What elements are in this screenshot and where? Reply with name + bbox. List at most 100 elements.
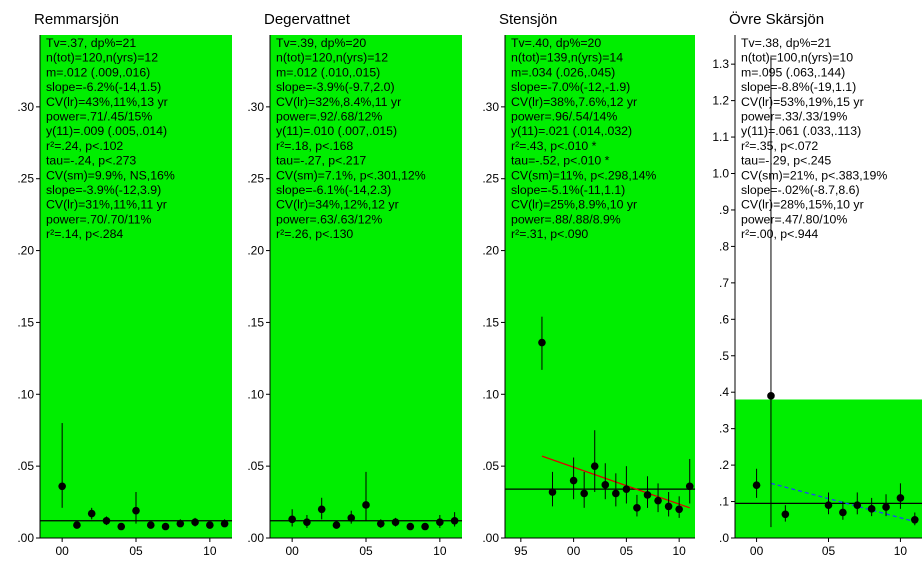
data-point: [853, 501, 862, 509]
stat-annotation: power=.70/.70/11%: [46, 212, 151, 226]
data-point: [450, 516, 459, 525]
stat-annotation: n(tot)=120,n(yrs)=12: [46, 51, 158, 65]
stat-annotation: slope=-3.9%(-9.7,2.0): [276, 80, 395, 94]
panel-2: Stensjön .00 .05 .10 .15 .20 .25 .30 95 00 05 10 Tv=…: [482, 11, 695, 558]
data-point: [87, 509, 96, 518]
data-point: [622, 485, 631, 493]
data-point: [601, 481, 610, 489]
x-tick-label: 10: [433, 544, 447, 558]
y-tick-label: .5: [719, 349, 729, 363]
y-tick-label: .10: [17, 387, 34, 401]
data-point: [317, 505, 326, 514]
stat-annotation: r²=.14, p<.284: [46, 227, 123, 241]
data-point: [612, 489, 620, 498]
data-point: [590, 462, 599, 470]
y-tick-label: .25: [247, 172, 264, 186]
stat-annotation: power=.71/.45/15%: [46, 110, 152, 124]
x-tick-label: 10: [894, 544, 908, 558]
y-tick-label: .6: [719, 312, 729, 326]
data-point: [896, 494, 905, 502]
y-tick-label: .20: [482, 244, 499, 258]
y-tick-label: .4: [719, 385, 729, 399]
stat-annotation: power=.33/.33/19%: [741, 110, 847, 124]
y-tick-label: .15: [482, 315, 499, 329]
data-point: [132, 506, 140, 515]
data-point: [347, 514, 356, 522]
x-tick-label: 95: [514, 544, 528, 558]
data-point: [161, 522, 170, 531]
stat-annotation: r²=.43, p<.010 *: [511, 139, 597, 153]
stat-annotation: CV(sm)=7.1%, p<.301,12%: [276, 168, 426, 182]
data-point: [911, 515, 919, 524]
y-tick-label: .25: [17, 172, 34, 186]
stat-annotation: CV(sm)=21%, p<.383,19%: [741, 168, 887, 182]
stat-annotation: tau=-.29, p<.245: [741, 154, 831, 168]
stat-annotation: power=.88/.88/8.9%: [511, 212, 621, 226]
stat-annotation: Tv=.38, dp%=21: [741, 36, 831, 50]
y-tick-label: 1.2: [712, 94, 729, 108]
y-tick-label: .8: [719, 239, 729, 253]
y-tick-label: .30: [247, 100, 264, 114]
y-tick-label: .10: [482, 387, 499, 401]
data-point: [538, 338, 546, 347]
stat-annotation: Tv=.39, dp%=20: [276, 36, 366, 50]
y-tick-label: .2: [719, 458, 729, 472]
panel-title: Stensjön: [499, 11, 557, 28]
x-tick-label: 00: [567, 544, 581, 558]
y-tick-label: .00: [482, 531, 499, 545]
data-point: [376, 519, 385, 528]
x-tick-label: 05: [620, 544, 634, 558]
stat-annotation: slope=-5.1%(-11,1.1): [511, 183, 625, 197]
x-tick-label: 10: [203, 544, 217, 558]
data-point: [73, 521, 81, 529]
data-point: [580, 489, 588, 498]
stat-annotation: y(11)=.061 (.033,.113): [741, 124, 861, 138]
stat-annotation: slope=-3.9%(-12,3.9): [46, 183, 161, 197]
panel-title: Remmarsjön: [34, 11, 119, 28]
stat-annotation: CV(lr)=34%,12%,12 yr: [276, 198, 399, 212]
green-band: [735, 399, 922, 538]
data-point: [146, 521, 155, 529]
y-tick-label: .00: [247, 531, 264, 545]
y-tick-label: .20: [247, 244, 264, 258]
x-tick-label: 10: [672, 544, 686, 558]
panel-0: Remmarsjön .00 .05 .10 .15 .20 .25 .30 00 05 10 Tv=…: [17, 11, 232, 558]
y-tick-label: .00: [17, 531, 34, 545]
y-tick-label: .3: [719, 422, 729, 436]
stat-annotation: power=.47/.80/10%: [741, 212, 847, 226]
stat-annotation: r²=.35, p<.072: [741, 139, 818, 153]
stat-annotation: slope=-7.0%(-12,-1.9): [511, 80, 630, 94]
data-point: [685, 482, 694, 491]
stat-annotation: CV(lr)=25%,8.9%,10 yr: [511, 198, 637, 212]
stat-annotation: tau=-.24, p<.273: [46, 154, 136, 168]
y-tick-label: .20: [17, 244, 34, 258]
trend-line: [770, 482, 915, 523]
stat-annotation: CV(lr)=31%,11%,11 yr: [46, 198, 167, 212]
stat-annotation: n(tot)=139,n(yrs)=14: [511, 51, 623, 65]
data-point: [654, 496, 662, 505]
y-tick-label: .30: [17, 100, 34, 114]
panel-1: Degervattnet .00 .05 .10 .15 .20 .25 .30 00 05 10 T…: [247, 11, 462, 558]
stat-annotation: n(tot)=120,n(yrs)=12: [276, 51, 388, 65]
stat-annotation: r²=.26, p<.130: [276, 227, 353, 241]
y-tick-label: .15: [247, 315, 264, 329]
data-point: [117, 522, 126, 531]
stat-annotation: CV(lr)=43%,11%,13 yr: [46, 95, 168, 109]
data-point: [421, 522, 429, 531]
stat-annotation: power=.92/.68/12%: [276, 110, 382, 124]
stat-annotation: slope=-6.1%(-14,2.3): [276, 183, 391, 197]
data-point: [206, 521, 214, 529]
data-point: [643, 491, 652, 499]
data-point: [767, 392, 775, 400]
x-tick-label: 05: [129, 544, 143, 558]
data-point: [752, 481, 761, 489]
stat-annotation: r²=.24, p<.102: [46, 139, 123, 153]
data-point: [569, 476, 578, 485]
stat-annotation: m=.034 (.026,.045): [511, 65, 615, 79]
data-point: [176, 519, 185, 528]
green-band: [505, 35, 695, 538]
stat-annotation: slope=-6.2%(-14,1.5): [46, 80, 161, 94]
y-tick-label: .7: [719, 276, 729, 290]
stat-annotation: power=.96/.54/14%: [511, 110, 617, 124]
y-tick-label: .10: [247, 387, 264, 401]
